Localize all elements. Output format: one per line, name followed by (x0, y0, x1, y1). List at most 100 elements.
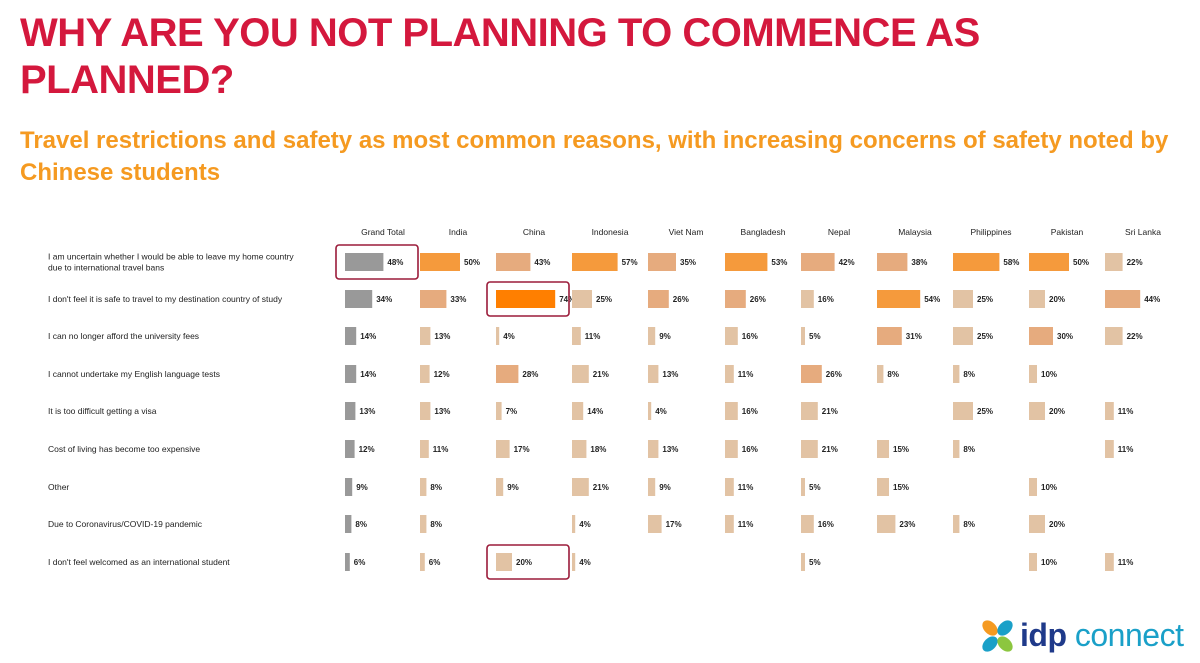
bar (1029, 402, 1045, 420)
column-header: Pakistan (1051, 227, 1084, 237)
bar (1029, 253, 1069, 271)
bar (648, 365, 659, 383)
value-label: 13% (359, 407, 375, 416)
bar (725, 515, 734, 533)
value-label: 31% (906, 332, 922, 341)
row-label: I cannot undertake my English language t… (48, 369, 220, 379)
bar (725, 327, 738, 345)
value-label: 13% (662, 445, 678, 454)
page-subtitle: Travel restrictions and safety as most c… (20, 127, 1169, 186)
bar (801, 553, 805, 571)
bar (496, 440, 510, 458)
value-label: 8% (355, 520, 367, 529)
column-header: Philippines (970, 227, 1011, 237)
logo-text-connect: connect (1074, 617, 1184, 653)
bar (801, 440, 818, 458)
value-label: 10% (1041, 370, 1057, 379)
bar (572, 478, 589, 496)
bar (648, 515, 662, 533)
bar (420, 553, 425, 571)
bar (877, 515, 896, 533)
bar (648, 402, 652, 420)
bar (648, 253, 676, 271)
bar (953, 327, 973, 345)
value-label: 10% (1041, 558, 1057, 567)
bar (496, 478, 504, 496)
bar (420, 478, 427, 496)
bar (572, 440, 587, 458)
bar (572, 253, 618, 271)
value-label: 53% (771, 258, 787, 267)
value-label: 8% (963, 520, 975, 529)
bar (725, 290, 746, 308)
column-header: Malaysia (898, 227, 932, 237)
bar (801, 327, 805, 345)
bar (801, 290, 814, 308)
value-label: 11% (1118, 558, 1134, 567)
value-label: 20% (1049, 407, 1065, 416)
column-header: Sri Lanka (1125, 227, 1161, 237)
bar (725, 478, 734, 496)
bar (572, 515, 576, 533)
row-label: It is too difficult getting a visa (48, 406, 157, 416)
value-label: 4% (579, 520, 591, 529)
idp-connect-logo: idp connect (978, 616, 1193, 656)
value-label: 8% (887, 370, 899, 379)
value-label: 35% (680, 258, 696, 267)
page-title: WHY ARE YOU NOT PLANNING TO COMMENCE AS … (20, 11, 980, 102)
value-label: 11% (738, 483, 754, 492)
bar (953, 365, 960, 383)
value-label: 16% (818, 520, 834, 529)
value-label: 15% (893, 445, 909, 454)
bar (345, 290, 373, 308)
bar (345, 515, 352, 533)
value-label: 8% (963, 445, 975, 454)
bar (801, 478, 805, 496)
value-label: 42% (839, 258, 855, 267)
value-label: 5% (809, 558, 821, 567)
bar (345, 253, 384, 271)
column-header: Bangladesh (741, 227, 786, 237)
value-label: 34% (376, 295, 392, 304)
value-label: 20% (1049, 520, 1065, 529)
bar (420, 365, 430, 383)
bar (496, 402, 502, 420)
value-label: 5% (809, 332, 821, 341)
bar (420, 253, 460, 271)
bar (877, 253, 908, 271)
value-label: 18% (590, 445, 606, 454)
bar (877, 365, 884, 383)
value-label: 50% (464, 258, 480, 267)
bar (345, 365, 357, 383)
row-label: I am uncertain whether I would be able t… (48, 252, 294, 262)
bar (420, 440, 429, 458)
value-label: 23% (899, 520, 915, 529)
column-header: Grand Total (361, 227, 405, 237)
bar (1105, 327, 1123, 345)
bar (345, 440, 355, 458)
bar (648, 440, 659, 458)
logo-text-idp: idp (1020, 617, 1067, 653)
value-label: 25% (977, 295, 993, 304)
value-label: 20% (516, 558, 532, 567)
highlight-box (335, 244, 419, 280)
bar (725, 440, 738, 458)
value-label: 28% (522, 370, 538, 379)
bar (572, 365, 589, 383)
bar (1029, 290, 1045, 308)
value-label: 14% (360, 332, 376, 341)
bar (1105, 553, 1114, 571)
bar (953, 253, 1000, 271)
value-label: 7% (506, 407, 518, 416)
value-label: 17% (666, 520, 682, 529)
column-header: Viet Nam (669, 227, 704, 237)
value-label: 14% (587, 407, 603, 416)
value-label: 57% (622, 258, 638, 267)
value-label: 74% (559, 295, 575, 304)
column-header: China (523, 227, 545, 237)
bar (345, 553, 350, 571)
row-label: Cost of living has become too expensive (48, 444, 200, 454)
bar (345, 327, 357, 345)
value-label: 8% (430, 520, 442, 529)
bar (801, 253, 835, 271)
